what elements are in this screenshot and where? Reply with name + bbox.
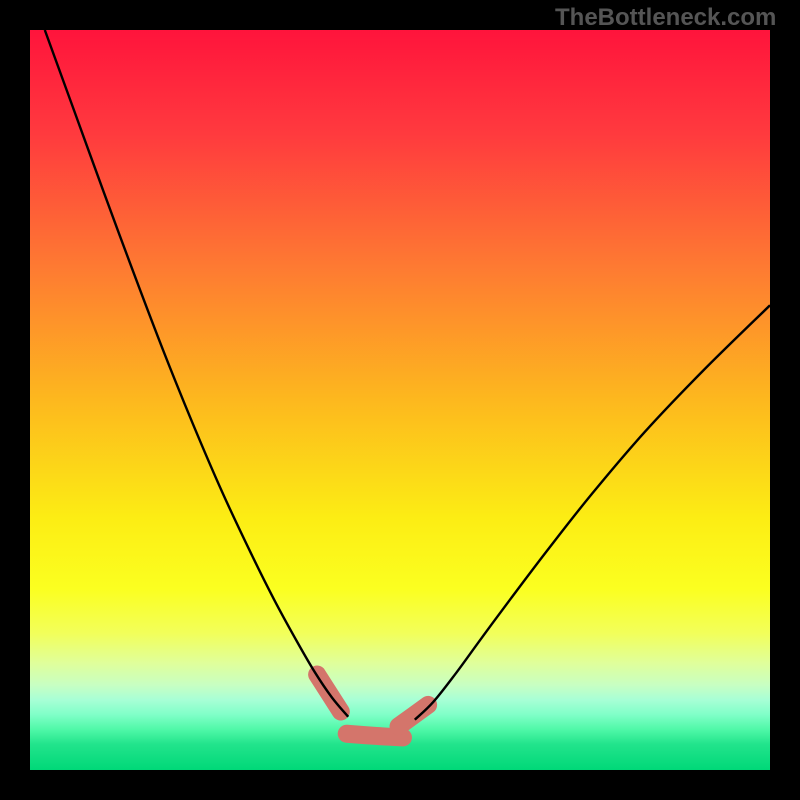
watermark-text: TheBottleneck.com [555, 4, 776, 32]
plot-area [30, 30, 770, 770]
gradient-background [30, 30, 770, 770]
chart-svg [30, 30, 770, 770]
